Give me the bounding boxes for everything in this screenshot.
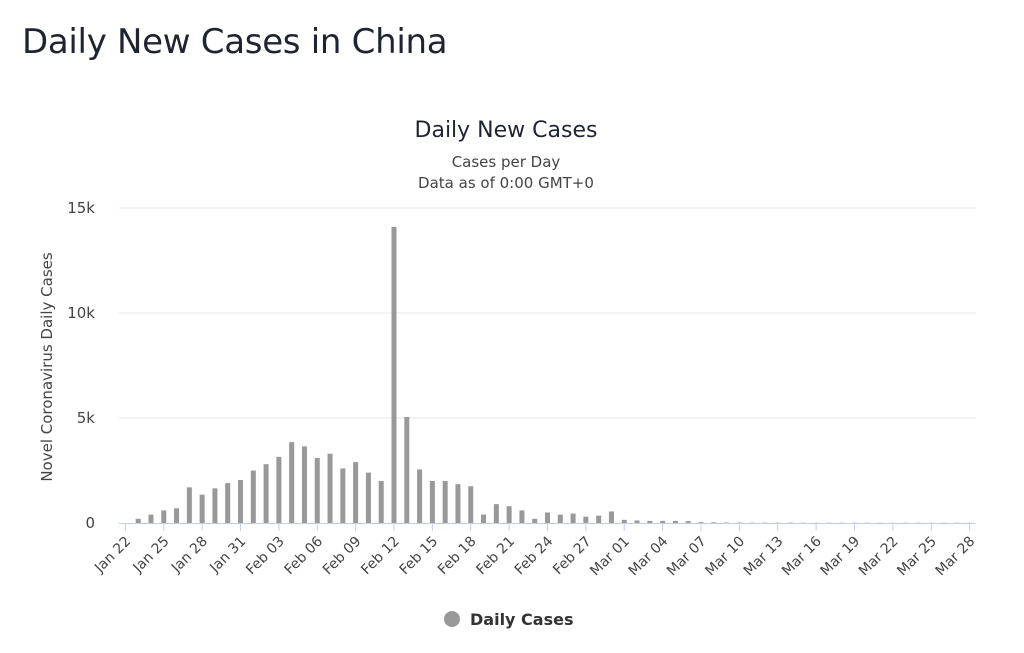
x-tick-label: Mar 28 [933, 534, 979, 580]
bar[interactable] [493, 504, 499, 523]
page-title: Daily New Cases in China [22, 22, 448, 62]
bar[interactable] [468, 486, 474, 523]
bar[interactable] [212, 488, 218, 523]
bar[interactable] [327, 453, 333, 523]
bar[interactable] [148, 514, 154, 523]
bar[interactable] [545, 512, 550, 524]
x-tick-label: Feb 12 [358, 534, 403, 579]
bar[interactable] [685, 521, 691, 523]
bar[interactable] [429, 481, 435, 523]
x-tick-label: Feb 21 [473, 534, 518, 579]
x-tick-label: Feb 03 [243, 534, 288, 579]
bar[interactable] [186, 487, 192, 523]
x-tick-label: Feb 15 [397, 534, 442, 579]
bar[interactable] [557, 514, 563, 523]
bar[interactable] [353, 462, 359, 523]
bar[interactable] [161, 510, 167, 523]
bar[interactable] [596, 515, 602, 523]
legend-marker-icon [444, 611, 460, 627]
bar[interactable] [340, 468, 346, 523]
y-tick-label: 15k [67, 199, 95, 217]
bar[interactable] [583, 516, 589, 523]
bar[interactable] [621, 519, 627, 523]
y-axis-label: Novel Coronavirus Daily Cases [38, 252, 56, 482]
bar[interactable] [711, 522, 717, 523]
x-tick-label: Jan 25 [130, 534, 173, 577]
bar[interactable] [135, 518, 141, 523]
x-tick-label: Mar 25 [894, 534, 940, 580]
x-tick-label: Jan 28 [168, 534, 211, 577]
bar[interactable] [660, 520, 666, 523]
x-tick-label: Mar 01 [587, 534, 633, 580]
x-tick-label: Mar 22 [856, 534, 902, 580]
bar[interactable] [417, 469, 423, 523]
bar[interactable] [391, 226, 397, 523]
bar[interactable] [672, 520, 678, 523]
bar[interactable] [289, 442, 295, 523]
chart-subtitle: Cases per Day [452, 153, 561, 171]
x-tick-label: Mar 16 [779, 533, 825, 579]
bar[interactable] [634, 520, 640, 523]
x-tick-label: Feb 06 [281, 533, 326, 578]
gridlines [119, 207, 976, 419]
bar[interactable] [506, 506, 512, 523]
y-tick-label: 10k [67, 304, 95, 322]
bar[interactable] [442, 481, 448, 523]
x-tick-label: Mar 07 [664, 534, 710, 580]
bar[interactable] [455, 484, 461, 523]
bar[interactable] [263, 464, 269, 523]
bars [135, 226, 973, 524]
bar[interactable] [404, 416, 410, 523]
y-axis-ticks: 0 5k 10k 15k [67, 199, 95, 532]
bar[interactable] [698, 522, 704, 523]
bar[interactable] [238, 479, 244, 523]
x-tick-label: Mar 19 [818, 534, 864, 580]
bar[interactable] [570, 513, 576, 523]
bar[interactable] [481, 514, 487, 523]
bar[interactable] [276, 456, 282, 523]
x-tick-label: Mar 13 [741, 534, 787, 580]
bar[interactable] [301, 446, 307, 523]
bar[interactable] [519, 510, 525, 523]
x-tick-label: Feb 24 [512, 533, 557, 578]
legend[interactable]: Daily Cases [444, 610, 573, 629]
bar[interactable] [608, 511, 614, 523]
x-tick-label: Mar 04 [626, 533, 672, 579]
bar[interactable] [532, 518, 538, 523]
bar[interactable] [199, 494, 205, 523]
bar[interactable] [378, 481, 384, 523]
x-tick-label: Mar 10 [702, 534, 748, 580]
x-tick-label: Feb 18 [435, 534, 480, 579]
x-tick-label: Jan 22 [91, 534, 134, 577]
y-tick-label: 0 [85, 514, 95, 532]
bar[interactable] [225, 483, 231, 523]
y-tick-label: 5k [77, 409, 96, 427]
bar[interactable] [250, 470, 256, 524]
legend-label: Daily Cases [470, 610, 573, 629]
bar[interactable] [174, 508, 180, 523]
bar[interactable] [314, 457, 320, 523]
x-tick-label: Feb 09 [320, 534, 365, 579]
chart-title: Daily New Cases [415, 118, 598, 143]
bar[interactable] [647, 520, 653, 523]
chart-subtitle: Data as of 0:00 GMT+0 [418, 174, 594, 192]
x-tick-label: Jan 31 [206, 534, 249, 577]
bar[interactable] [365, 472, 371, 523]
x-tick-label: Feb 27 [550, 534, 595, 579]
